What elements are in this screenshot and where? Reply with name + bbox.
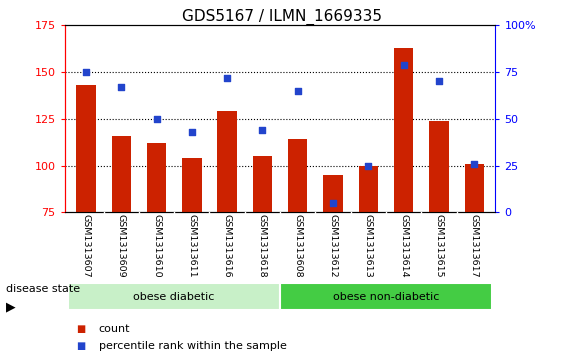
Text: GSM1313618: GSM1313618 — [258, 215, 267, 278]
Text: GSM1313607: GSM1313607 — [82, 215, 91, 278]
Text: obese non-diabetic: obese non-diabetic — [333, 292, 439, 302]
Bar — [68, 283, 280, 310]
Point — [82, 69, 91, 75]
Bar — [394, 48, 413, 212]
Text: GSM1313615: GSM1313615 — [435, 215, 444, 278]
Point — [399, 62, 408, 68]
Text: percentile rank within the sample: percentile rank within the sample — [99, 340, 287, 351]
Text: ■: ■ — [76, 323, 85, 334]
Text: GSM1313611: GSM1313611 — [187, 215, 196, 278]
Bar — [147, 143, 166, 212]
Text: ▶: ▶ — [6, 301, 15, 313]
Bar — [217, 111, 237, 212]
Text: GSM1313616: GSM1313616 — [222, 215, 231, 278]
Bar — [464, 164, 484, 212]
Bar — [182, 158, 202, 212]
Bar — [288, 139, 307, 212]
Text: GDS5167 / ILMN_1669335: GDS5167 / ILMN_1669335 — [181, 9, 382, 25]
Bar — [429, 121, 449, 212]
Bar — [280, 283, 492, 310]
Point — [152, 116, 161, 122]
Point — [364, 163, 373, 168]
Bar — [76, 85, 96, 212]
Point — [258, 127, 267, 133]
Text: GSM1313617: GSM1313617 — [470, 215, 479, 278]
Text: ■: ■ — [76, 340, 85, 351]
Text: disease state: disease state — [6, 284, 80, 294]
Point — [329, 200, 338, 206]
Bar — [359, 166, 378, 212]
Point — [222, 75, 231, 81]
Point — [470, 161, 479, 167]
Text: count: count — [99, 323, 130, 334]
Text: GSM1313608: GSM1313608 — [293, 215, 302, 278]
Text: obese diabetic: obese diabetic — [133, 292, 215, 302]
Point — [293, 88, 302, 94]
Bar — [323, 175, 343, 212]
Point — [435, 79, 444, 85]
Text: GSM1313612: GSM1313612 — [329, 215, 338, 278]
Point — [187, 129, 196, 135]
Text: GSM1313614: GSM1313614 — [399, 215, 408, 278]
Bar — [253, 156, 272, 212]
Text: GSM1313610: GSM1313610 — [152, 215, 161, 278]
Bar — [111, 136, 131, 212]
Text: GSM1313609: GSM1313609 — [117, 215, 126, 278]
Point — [117, 84, 126, 90]
Text: GSM1313613: GSM1313613 — [364, 215, 373, 278]
